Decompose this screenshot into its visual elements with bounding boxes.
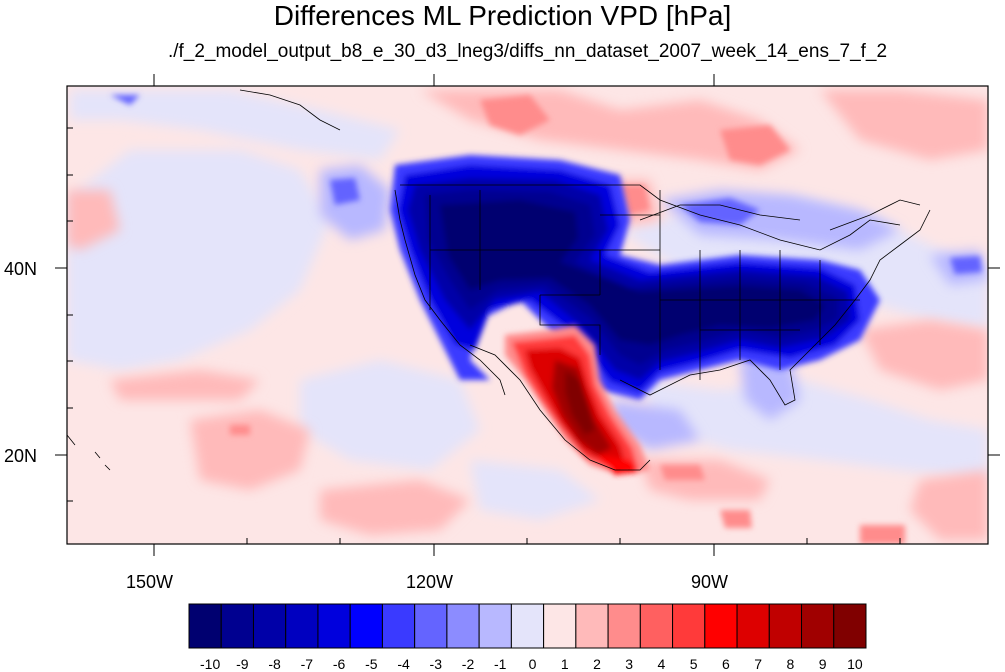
colorbar-label: 1 <box>560 656 569 672</box>
colorbar-label: 7 <box>754 656 763 672</box>
colorbar-label: 2 <box>593 656 601 672</box>
colorbar-label: 6 <box>722 656 730 672</box>
map-ticks <box>55 74 1000 556</box>
colorbar-label: -9 <box>236 656 249 672</box>
colorbar-label: 10 <box>847 656 863 672</box>
x-tick-label-90w: 90W <box>691 572 729 592</box>
deep-negative-region <box>390 155 880 400</box>
map-subtitle: ./f_2_model_output_b8_e_30_d3_lneg3/diff… <box>167 41 888 62</box>
colorbar-label: 8 <box>786 656 795 672</box>
land-outlines <box>67 89 931 471</box>
colorbar-label: 9 <box>818 656 827 672</box>
map-title: Differences ML Prediction VPD [hPa] <box>273 0 732 31</box>
x-tick-label-120w: 120W <box>406 572 454 592</box>
colorbar-label: -4 <box>397 656 410 672</box>
colorbar-label: -1 <box>494 656 507 672</box>
colorbar-label: -7 <box>300 656 314 672</box>
colorbar-label: -8 <box>268 656 281 672</box>
colorbar-label: 0 <box>528 656 537 672</box>
colorbar-label: -5 <box>365 656 378 672</box>
mid-positive-patches <box>230 95 905 544</box>
colorbar-label: 4 <box>657 656 666 672</box>
colorbar-label: -2 <box>461 656 475 672</box>
vpd-difference-map <box>55 74 1000 556</box>
colorbar-label: -10 <box>199 656 221 672</box>
x-tick-label-150w: 150W <box>126 572 174 592</box>
light-negative-patches <box>67 90 988 520</box>
colorbar-label: -3 <box>429 656 443 672</box>
colorbar-label: 5 <box>689 656 698 672</box>
y-tick-label-20n: 20N <box>4 446 38 466</box>
y-tick-label-40n: 40N <box>4 259 38 279</box>
colorbar-label: 3 <box>625 656 634 672</box>
colorbar-label: -6 <box>332 656 346 672</box>
